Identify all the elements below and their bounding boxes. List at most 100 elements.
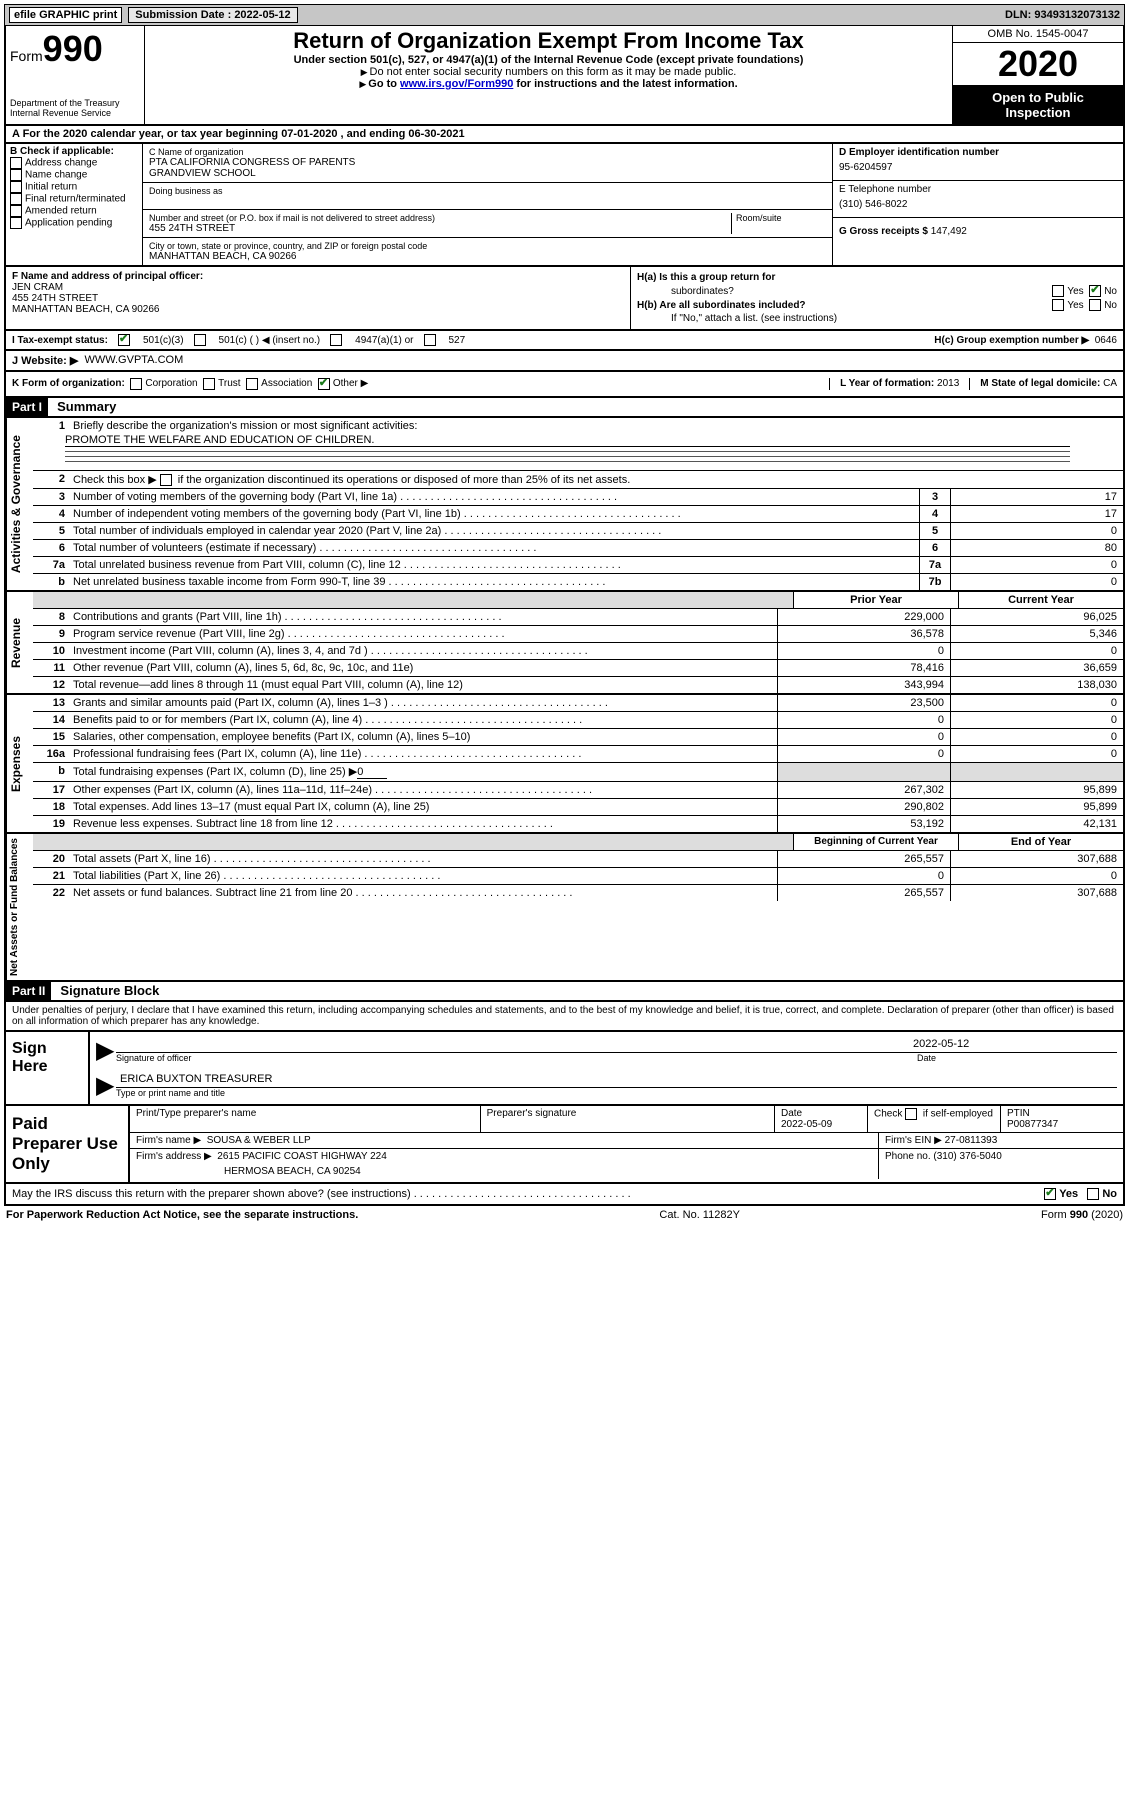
org-name-1: PTA CALIFORNIA CONGRESS OF PARENTS [149,157,826,168]
form-header: Form990 Department of the Treasury Inter… [4,26,1125,126]
perjury-declaration: Under penalties of perjury, I declare th… [4,1002,1125,1032]
v6: 80 [950,540,1123,556]
section-netassets: Net Assets or Fund Balances Beginning of… [4,834,1125,982]
officer-name: JEN CRAM [12,282,624,293]
chk-final[interactable] [10,193,22,205]
column-d: D Employer identification number 95-6204… [832,144,1123,265]
chk-initial[interactable] [10,181,22,193]
part1-title: Summary [51,399,116,414]
chk-application[interactable] [10,217,22,229]
chk-amended[interactable] [10,205,22,217]
sign-here-section: Sign Here ▶ 2022-05-12 Signature of offi… [4,1032,1125,1106]
side-revenue: Revenue [6,592,33,693]
officer-street: 455 24TH STREET [12,293,624,304]
chk-discuss-yes[interactable] [1044,1188,1056,1200]
sign-date: 2022-05-12 [913,1038,1113,1050]
submission-date-button[interactable]: Submission Date : 2022-05-12 [128,7,297,23]
side-netassets: Net Assets or Fund Balances [6,834,33,980]
firm-phone: (310) 376-5040 [933,1151,1001,1162]
chk-address[interactable] [10,157,22,169]
paid-preparer-section: Paid Preparer Use Only Print/Type prepar… [4,1106,1125,1184]
ey-header: End of Year [958,834,1123,850]
v5: 0 [950,523,1123,539]
phone-value: (310) 546-8022 [839,195,1117,214]
cat-no: Cat. No. 11282Y [659,1209,740,1221]
form-number: Form990 [10,28,140,70]
part2-title: Signature Block [54,983,159,998]
v3: 17 [950,489,1123,505]
chk-assoc[interactable] [246,378,258,390]
group-exemption: 0646 [1095,335,1117,346]
chk-discuss-no[interactable] [1087,1188,1099,1200]
website-value: WWW.GVPTA.COM [84,354,183,367]
side-expenses: Expenses [6,695,33,832]
sign-here-label: Sign Here [6,1032,90,1104]
section-revenue: Revenue Prior Year Current Year 8Contrib… [4,592,1125,695]
chk-corp[interactable] [130,378,142,390]
section-fh: F Name and address of principal officer:… [4,267,1125,331]
section-klm: K Form of organization: Corporation Trus… [4,372,1125,398]
bcy-header: Beginning of Current Year [793,834,958,850]
pra-notice: For Paperwork Reduction Act Notice, see … [6,1209,358,1221]
state-domicile: CA [1103,378,1117,389]
efile-label: efile GRAPHIC print [9,7,122,23]
prep-date: 2022-05-09 [781,1119,861,1130]
irs-link[interactable]: www.irs.gov/Form990 [400,78,513,90]
ein-value: 95-6204597 [839,158,1117,177]
firm-name: SOUSA & WEBER LLP [207,1135,311,1146]
v7a: 0 [950,557,1123,573]
section-governance: Activities & Governance 1 Briefly descri… [4,418,1125,592]
top-bar: efile GRAPHIC print Submission Date : 20… [4,4,1125,26]
dln-label: DLN: 93493132073132 [1005,9,1120,21]
chk-hb-yes[interactable] [1052,299,1064,311]
paid-preparer-label: Paid Preparer Use Only [6,1106,128,1182]
row-a-tax-year: A For the 2020 calendar year, or tax yea… [4,126,1125,144]
chk-name[interactable] [10,169,22,181]
part2-header: Part II [6,982,51,1000]
chk-hb-no[interactable] [1089,299,1101,311]
discuss-row: May the IRS discuss this return with the… [4,1184,1125,1206]
note-goto: Go to www.irs.gov/Form990 for instructio… [151,78,946,90]
section-j: J Website: ▶ WWW.GVPTA.COM [4,351,1125,372]
chk-other[interactable] [318,378,330,390]
officer-typed-name: ERICA BUXTON TREASURER [116,1071,1117,1088]
chk-trust[interactable] [203,378,215,390]
org-city: MANHATTAN BEACH, CA 90266 [149,251,826,262]
firm-addr1: 2615 PACIFIC COAST HIGHWAY 224 [217,1151,387,1162]
chk-self-employed[interactable] [905,1108,917,1120]
open-public-badge: Open to PublicInspection [953,86,1123,124]
gross-receipts: 147,492 [931,226,967,237]
tax-year: 2020 [953,43,1123,86]
ptin-value: P00877347 [1007,1119,1117,1130]
note-ssn: Do not enter social security numbers on … [151,66,946,78]
chk-527[interactable] [424,334,436,346]
current-year-header: Current Year [958,592,1123,608]
v7b: 0 [950,574,1123,590]
chk-501c3[interactable] [118,334,130,346]
omb-number: OMB No. 1545-0047 [953,26,1123,43]
irs-label: Internal Revenue Service [10,108,140,118]
org-street: 455 24TH STREET [149,223,731,234]
prior-year-header: Prior Year [793,592,958,608]
mission-text: PROMOTE THE WELFARE AND EDUCATION OF CHI… [65,434,1070,447]
chk-ha-no[interactable] [1089,285,1101,297]
officer-city: MANHATTAN BEACH, CA 90266 [12,304,624,315]
section-expenses: Expenses 13Grants and similar amounts pa… [4,695,1125,834]
section-bcdeg: B Check if applicable: Address change Na… [4,144,1125,267]
form-title: Return of Organization Exempt From Incom… [151,28,946,54]
v4: 17 [950,506,1123,522]
chk-4947[interactable] [330,334,342,346]
year-formation: 2013 [937,378,959,389]
bottom-footer: For Paperwork Reduction Act Notice, see … [4,1206,1125,1224]
form-ref: Form 990 (2020) [1041,1209,1123,1221]
chk-501c[interactable] [194,334,206,346]
part1-header: Part I [6,398,48,416]
dept-label: Department of the Treasury [10,98,140,108]
column-b: B Check if applicable: Address change Na… [6,144,143,265]
side-governance: Activities & Governance [6,418,33,590]
chk-ha-yes[interactable] [1052,285,1064,297]
org-name-2: GRANDVIEW SCHOOL [149,168,826,179]
firm-addr2: HERMOSA BEACH, CA 90254 [136,1162,872,1177]
firm-ein: 27-0811393 [945,1135,998,1146]
chk-discontinued[interactable] [160,474,172,486]
